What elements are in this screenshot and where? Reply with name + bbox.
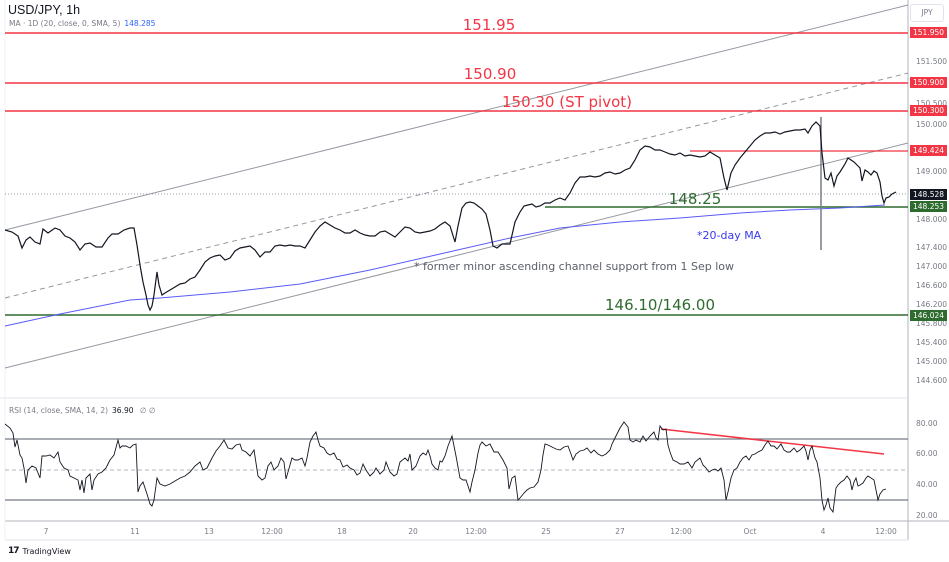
- price-series-line: [4, 121, 897, 312]
- tradingview-branding[interactable]: 17 TradingView: [8, 546, 71, 556]
- rsi-tick: 20.00: [916, 511, 938, 520]
- price-tick: 150.000: [916, 120, 948, 129]
- rsi-tick: 40.00: [916, 480, 938, 489]
- time-tick: 20: [408, 527, 418, 536]
- tradingview-logo-icon: 17: [8, 546, 19, 556]
- price-tick: 149.000: [916, 167, 948, 176]
- price-tag-149-424: 149.424: [910, 145, 948, 156]
- time-tick: 18: [337, 527, 347, 536]
- annotation-148-25: 148.25: [668, 190, 722, 208]
- price-tick: 145.400: [916, 338, 948, 347]
- price-tick: 145.800: [916, 319, 948, 328]
- rsi-legend-value: 36.90: [112, 406, 134, 415]
- price-tick: 151.500: [916, 57, 948, 66]
- symbol-title[interactable]: USD/JPY, 1h: [8, 3, 81, 17]
- time-tick: 7: [43, 527, 49, 536]
- price-tick: 148.000: [916, 215, 948, 224]
- time-tick: Oct: [743, 527, 757, 536]
- rsi-legend-extra: ∅ ∅: [139, 406, 156, 415]
- time-tick: 4: [820, 527, 826, 536]
- price-tick: 146.200: [916, 300, 948, 309]
- annotation-20-day-ma: *20-day MA: [697, 229, 762, 242]
- ma-legend[interactable]: MA · 1D (20, close, 0, SMA, 5) 148.285: [9, 19, 155, 28]
- annotation-channel-note: * former minor ascending channel support…: [414, 260, 735, 273]
- price-tick: 145.000: [916, 357, 948, 366]
- tradingview-brand-text: TradingView: [22, 546, 71, 556]
- time-tick: 12:00: [670, 527, 692, 536]
- rsi-series-line: [4, 421, 887, 514]
- channel-lower-line: [4, 142, 909, 369]
- price-tick: 144.600: [916, 376, 948, 385]
- time-tick: 12:00: [261, 527, 283, 536]
- rsi-resistance-trendline: [660, 428, 885, 455]
- ma-20-day-line: [4, 204, 886, 327]
- currency-button[interactable]: JPY: [910, 4, 944, 22]
- price-tick: 150.500: [916, 99, 948, 108]
- time-tick: 27: [615, 527, 625, 536]
- time-tick: 13: [204, 527, 214, 536]
- time-tick: 11: [130, 527, 140, 536]
- channel-upper-line: [4, 4, 909, 231]
- price-tag-148-253: 148.253: [910, 201, 948, 212]
- time-tick: 12:00: [875, 527, 897, 536]
- ma-legend-value: 148.285: [124, 19, 156, 28]
- rsi-legend-label: RSI (14, close, SMA, 14, 2): [9, 406, 109, 415]
- annotation-146-10: 146.10/146.00: [604, 296, 716, 314]
- price-tag-146-024: 146.024: [910, 310, 948, 321]
- annotation-151-95: 151.95: [462, 16, 516, 34]
- price-tick: 147.400: [916, 243, 948, 252]
- price-tag-150-900: 150.900: [910, 77, 948, 88]
- price-tick: 147.000: [916, 262, 948, 271]
- price-tag-150-300: 150.300: [910, 105, 948, 116]
- rsi-tick: 80.00: [916, 419, 938, 428]
- rsi-legend[interactable]: RSI (14, close, SMA, 14, 2) 36.90 ∅ ∅: [9, 406, 155, 415]
- price-tag-151-950: 151.950: [910, 27, 948, 38]
- annotation-150-90: 150.90: [463, 65, 517, 83]
- time-tick: 12:00: [465, 527, 487, 536]
- last-price-tag: 148.528: [910, 189, 948, 200]
- time-tick: 25: [541, 527, 551, 536]
- annotation-150-30-pivot: 150.30 (ST pivot): [501, 93, 633, 111]
- rsi-tick: 60.00: [916, 449, 938, 458]
- price-tick: 146.600: [916, 281, 948, 290]
- ma-legend-label: MA · 1D (20, close, 0, SMA, 5): [9, 19, 121, 28]
